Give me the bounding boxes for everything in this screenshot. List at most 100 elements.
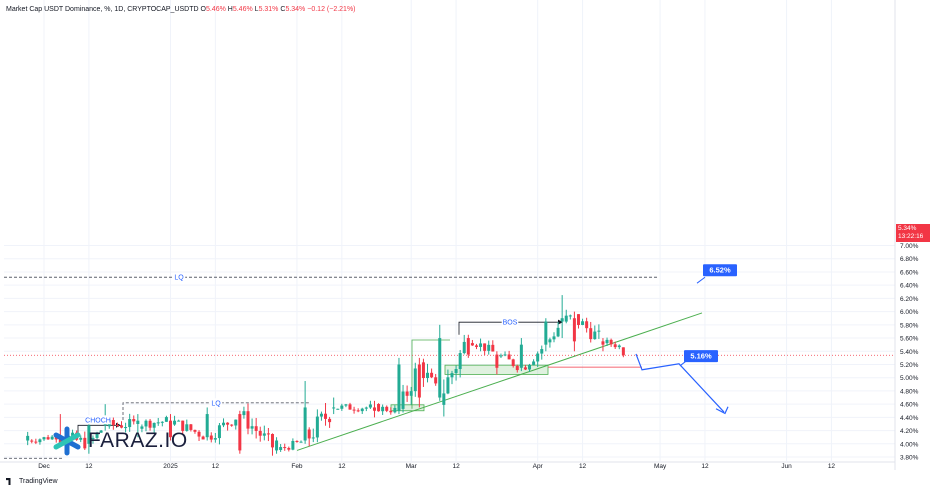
y-tick-label: 5.20% (900, 362, 919, 369)
candle-body (397, 364, 401, 411)
y-tick-label: 6.40% (900, 283, 919, 290)
open-value: 5.46% (205, 6, 226, 13)
candle-body (295, 440, 299, 442)
projection-path (635, 276, 729, 415)
candle-body (258, 430, 262, 436)
candle-body (189, 424, 193, 430)
candle-body (515, 365, 519, 371)
candle-body (128, 419, 132, 428)
time-axis: Dec 12 2025 12 Feb 12 Mar 12 Apr 12 May 12 Jun 12 (38, 463, 835, 470)
candle-body (315, 416, 319, 438)
candle-body (79, 437, 83, 440)
x-tick-label: 2025 (163, 463, 178, 470)
close-label: C (280, 6, 286, 13)
candle-body (568, 315, 572, 317)
candle-body (250, 426, 254, 429)
candle-body (91, 437, 95, 440)
zone-bracket (411, 339, 450, 409)
candle-body (340, 405, 344, 409)
candle-body (426, 372, 430, 379)
candle-body (164, 417, 168, 422)
lq-mid-line (122, 402, 310, 421)
candle-body (246, 411, 250, 429)
trendline (296, 312, 703, 451)
faraz-star-logo-icon (53, 426, 81, 456)
lq-upper-label-bg (172, 272, 186, 282)
candle-body (124, 427, 128, 429)
tradingview-footer[interactable]: TradingView (6, 478, 58, 485)
candle-body (617, 345, 621, 348)
candle-body (381, 406, 385, 412)
candle-body (230, 424, 234, 426)
candle-body (71, 432, 75, 436)
candle-body (609, 339, 613, 345)
candle-body (266, 433, 270, 435)
candle-body (438, 338, 442, 398)
candle-body (185, 424, 189, 431)
candle-body (389, 410, 393, 413)
candle-body (222, 422, 226, 426)
candle-body (319, 413, 323, 417)
lq-mid-label-bg (209, 398, 223, 408)
candle-body (242, 411, 246, 416)
faraz-logo: FARAZ.IO (52, 426, 188, 456)
x-tick-label: Feb (291, 463, 303, 470)
candle-body (360, 408, 364, 412)
low-label: L (254, 6, 259, 13)
y-tick-label: 6.60% (900, 269, 919, 276)
y-tick-label: 4.60% (900, 402, 919, 409)
candle-body (466, 338, 470, 355)
candle-body (413, 368, 417, 392)
candle-body (593, 331, 597, 340)
candle-body (30, 440, 34, 442)
projection-arrowhead (715, 406, 729, 415)
y-tick-label: 7.00% (900, 243, 919, 250)
candle-body (576, 314, 580, 325)
candle-body (581, 321, 585, 325)
x-tick-label: Mar (406, 463, 418, 470)
candle-body (42, 437, 46, 440)
low-value: 5.31% (258, 6, 279, 13)
candle-body (95, 432, 99, 438)
y-tick-label: 4.20% (900, 428, 919, 435)
candle-body (564, 315, 568, 322)
candle-body (103, 423, 107, 426)
candle-body (303, 407, 307, 441)
lq-mid-label: LQ (211, 400, 221, 407)
candle-body (234, 419, 238, 426)
candle-body (621, 347, 625, 356)
candle-body (181, 420, 185, 431)
candle-body (177, 420, 181, 422)
x-tick-label: Jun (781, 463, 792, 470)
candle-body (552, 336, 556, 340)
candle-body (279, 447, 283, 450)
candle-body (291, 440, 295, 450)
candle-body (38, 439, 42, 443)
candle-body (495, 354, 499, 368)
chart-grid (0, 0, 896, 470)
x-tick-label: 12 (701, 463, 709, 470)
candle-body (474, 345, 478, 347)
bos-label-bg (501, 317, 519, 327)
candle-body (140, 426, 144, 429)
candle-body (523, 367, 527, 370)
candle-body (491, 344, 495, 352)
bos-label: BOS (503, 320, 518, 327)
candle-body (324, 413, 328, 419)
candle-body (597, 330, 601, 332)
candle-body (589, 328, 593, 340)
candle-body (511, 359, 515, 366)
chart-header: Market Cap USDT Dominance, %, 1D, CRYPTO… (6, 6, 356, 13)
candle-body (99, 430, 103, 433)
candle-body (254, 426, 258, 431)
candle-body (487, 344, 491, 351)
candle-body (287, 448, 291, 450)
candle-body (450, 373, 454, 378)
tradingview-logo-icon (6, 478, 11, 485)
candle-body (417, 364, 421, 398)
logo-text: FARAZ.IO (88, 429, 188, 452)
candle-body (332, 407, 336, 409)
x-tick-label: 12 (338, 463, 346, 470)
candles (26, 295, 625, 456)
